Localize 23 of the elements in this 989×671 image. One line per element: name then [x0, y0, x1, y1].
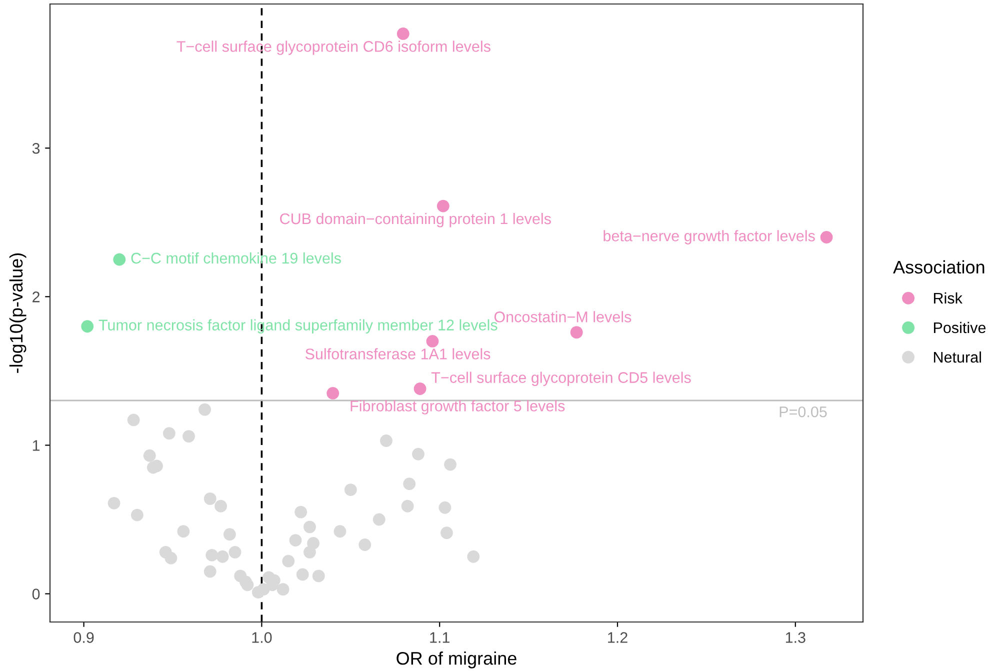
- annotation: C−C motif chemokine 19 levels: [131, 252, 341, 264]
- legend-label: Netural: [934, 351, 981, 363]
- y-tick-label: 0: [32, 588, 40, 600]
- y-axis-title: -log10(p-value): [9, 253, 26, 373]
- legend-label: Risk: [934, 292, 962, 304]
- y-tick-label: 2: [32, 292, 40, 302]
- annotation: CUB domain−containing protein 1 levels: [280, 212, 551, 228]
- legend-label: Positive: [934, 322, 986, 334]
- x-tick-label: 1.2: [608, 632, 628, 643]
- y-tick-label: 3: [32, 142, 40, 154]
- annotation: P=0.05: [780, 406, 827, 418]
- annotation: T−cell surface glycoprotein CD6 isoform levels: [176, 40, 490, 55]
- y-tick-label: 1: [32, 440, 40, 451]
- x-tick-label: 0.9: [74, 632, 94, 643]
- x-tick-label: 1.3: [786, 632, 806, 643]
- x-tick-label: 1.0: [252, 632, 272, 643]
- x-axis-title: OR of migraine: [396, 652, 516, 668]
- annotation: Sulfotransferase 1A1 levels: [305, 348, 490, 360]
- x-tick-label: 1.1: [430, 632, 450, 643]
- annotation: T−cell surface glycoprotein CD5 levels: [431, 372, 691, 386]
- annotation: beta−nerve growth factor levels: [604, 230, 815, 244]
- legend-title: Association: [893, 260, 984, 274]
- annotation: Fibroblast growth factor 5 levels: [350, 400, 565, 414]
